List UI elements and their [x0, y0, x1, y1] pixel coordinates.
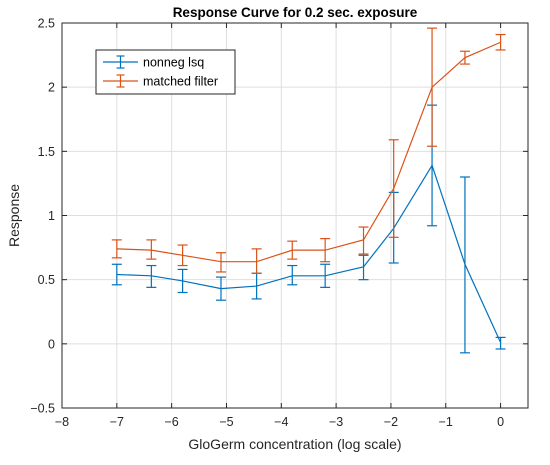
- y-tick-label: 0: [48, 337, 55, 351]
- legend: nonneg lsq matched filter: [96, 50, 235, 94]
- x-tick-label: 0: [497, 415, 504, 429]
- chart-title: Response Curve for 0.2 sec. exposure: [173, 5, 418, 20]
- legend-label: nonneg lsq: [143, 56, 204, 70]
- x-tick-label: −7: [110, 415, 124, 429]
- y-axis-label: Response: [6, 184, 22, 247]
- x-axis-label: GloGerm concentration (log scale): [188, 436, 401, 452]
- x-tick-label: −6: [165, 415, 179, 429]
- x-tick-label: −1: [439, 415, 453, 429]
- y-tick-label: 2: [48, 81, 55, 95]
- legend-item: matched filter: [103, 75, 218, 89]
- x-tick-label: −2: [384, 415, 398, 429]
- x-tick-label: −4: [274, 415, 288, 429]
- x-tick-label: −8: [55, 415, 69, 429]
- y-tick-label: 1: [48, 209, 55, 223]
- y-tick-label: 2.5: [38, 17, 55, 31]
- y-tick-label: −0.5: [30, 402, 55, 416]
- y-tick-label: 0.5: [38, 273, 55, 287]
- x-tick-label: −3: [329, 415, 343, 429]
- x-tick-label: −5: [219, 415, 233, 429]
- y-tick-label: 1.5: [38, 145, 55, 159]
- legend-label: matched filter: [143, 75, 218, 89]
